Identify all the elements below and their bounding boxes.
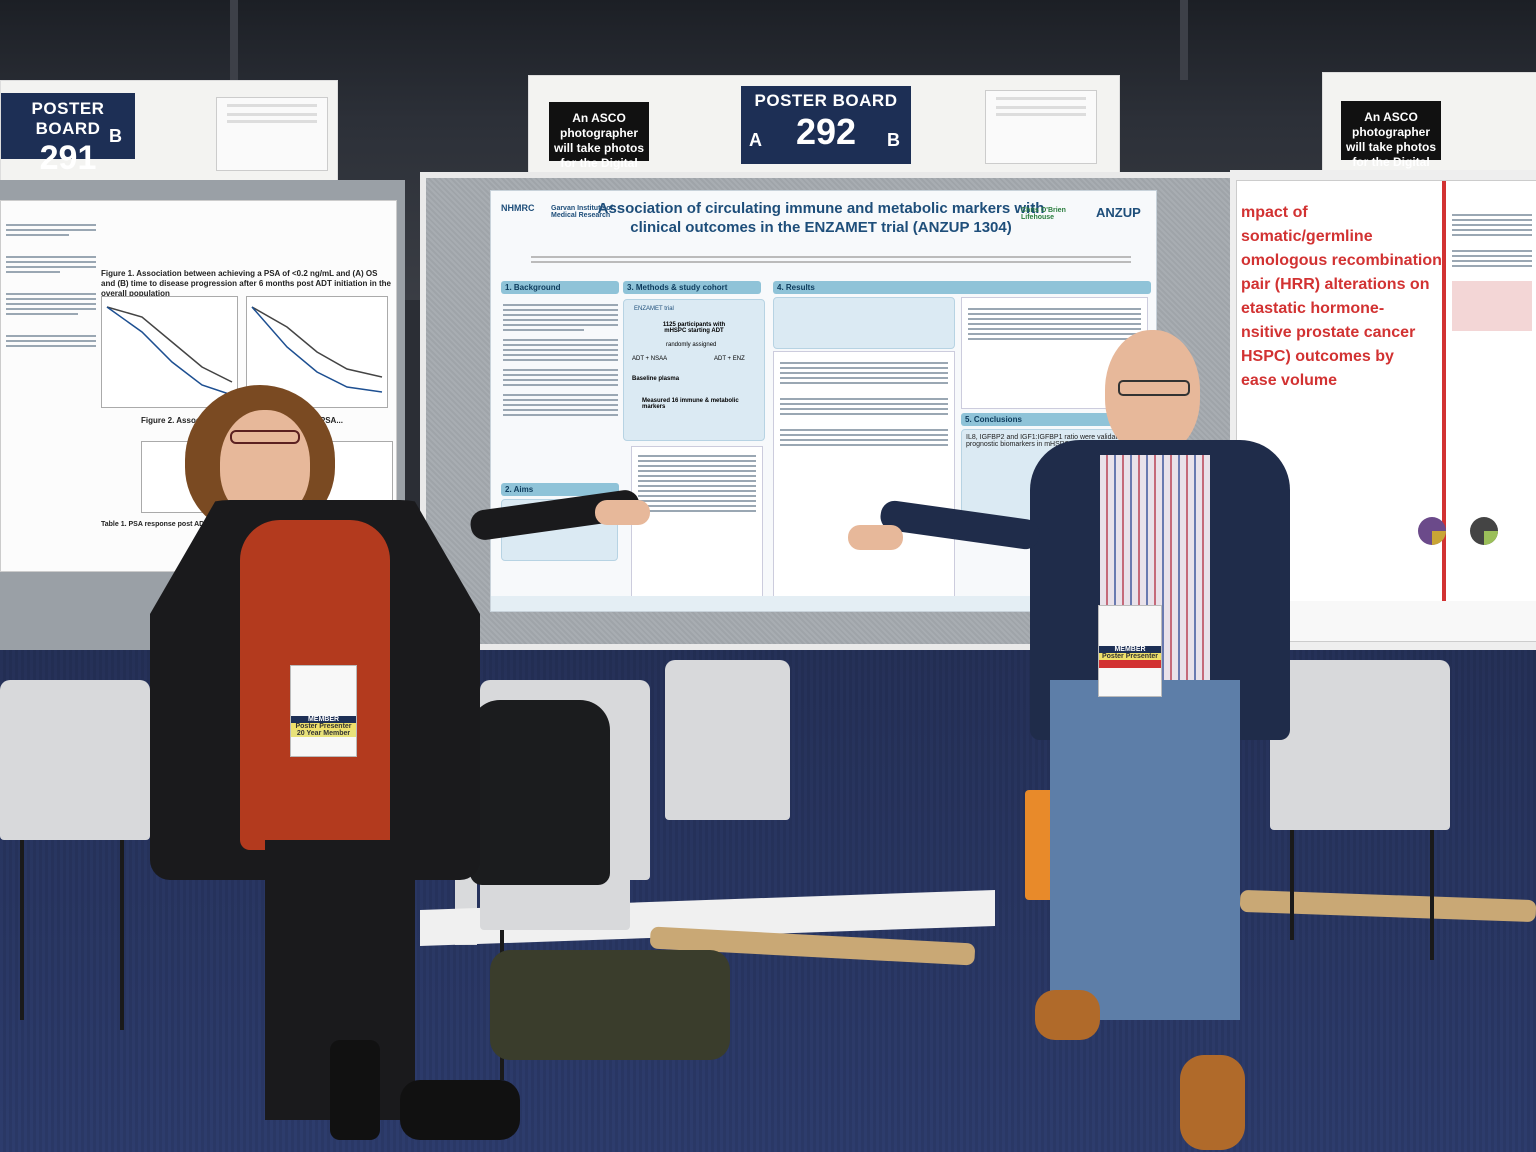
nhmrc-logo: NHMRC xyxy=(501,203,535,213)
olive-duffel-bag xyxy=(490,950,730,1060)
flow-plasma: Baseline plasma xyxy=(632,376,680,382)
open-hand xyxy=(848,525,903,550)
center-poster: NHMRC Garvan Institute of Medical Resear… xyxy=(490,190,1157,612)
lifehouse-logo: Chris O'Brien Lifehouse xyxy=(1021,207,1066,221)
shoe xyxy=(330,1040,380,1140)
left-board-label: POSTER BOARD 291 xyxy=(1,93,135,177)
center-header-sign: An ASCO photographer will take photos fo… xyxy=(528,75,1120,185)
brown-shoe xyxy=(1035,990,1100,1040)
poster-session-instructions xyxy=(985,90,1097,164)
km-curve-b xyxy=(251,306,383,393)
right-poster-red-divider xyxy=(1442,181,1446,641)
chair xyxy=(665,660,790,820)
title-line: pair (HRR) alterations on xyxy=(1241,276,1430,293)
author-line xyxy=(531,253,1131,266)
glasses xyxy=(230,430,300,444)
poster-title: Association of circulating immune and me… xyxy=(597,200,1045,236)
chair xyxy=(0,680,150,840)
black-backpack xyxy=(470,700,610,885)
poster-footer xyxy=(491,596,1156,611)
glasses xyxy=(1118,380,1190,396)
member-ribbon: MEMBER xyxy=(291,716,356,723)
results-summary-box xyxy=(773,297,955,349)
year-member-ribbon: 20 Year Member xyxy=(291,730,356,737)
right-poster-pie-charts xyxy=(1412,511,1522,581)
left-poster-figure1-caption: Figure 1. Association between achieving … xyxy=(101,269,391,298)
board-number: 291 xyxy=(39,139,97,177)
left-poster: Figure 1. Association between achieving … xyxy=(0,200,397,572)
section-results-header: 4. Results xyxy=(773,281,1151,294)
baseline-table xyxy=(631,446,763,598)
board-side-b: B xyxy=(109,126,122,146)
title-line: nsitive prostate cancer xyxy=(1241,324,1416,341)
jeans xyxy=(1050,680,1240,1020)
pie-chart-graphic xyxy=(1418,517,1498,545)
chair-leg xyxy=(120,840,124,1030)
title-line: mpact of somatic/germline xyxy=(1241,204,1373,245)
km-plot-a xyxy=(101,296,238,408)
attendee-badge: MEMBER Poster Presenter 20 Year Member xyxy=(290,665,357,757)
right-poster-title: mpact of somatic/germline omologous reco… xyxy=(1237,201,1442,389)
poster-session-instructions xyxy=(216,97,328,171)
results-tables xyxy=(773,351,955,603)
flow-measured: Measured 16 immune & metabolic markers xyxy=(642,398,739,410)
ceiling-truss xyxy=(230,0,238,90)
left-poster-table-caption: Table 1. PSA response post ADT initiatio… xyxy=(101,521,240,528)
section-background-header: 1. Background xyxy=(501,281,619,294)
methods-flow-diagram: ENZAMET trial 1125 participants with mHS… xyxy=(623,299,765,441)
attendee-badge: MEMBER Poster Presenter xyxy=(1098,605,1162,697)
brown-shoe xyxy=(1180,1055,1245,1150)
right-poster-text-column xyxy=(1452,211,1532,511)
chair-leg xyxy=(1430,830,1434,960)
chair-leg xyxy=(20,840,24,1020)
section-aims-header: 2. Aims xyxy=(501,483,619,496)
poster-presenter-ribbon: Poster Presenter xyxy=(291,723,356,730)
red-ribbon xyxy=(1099,660,1161,668)
right-poster: mpact of somatic/germline omologous reco… xyxy=(1236,180,1536,642)
open-hand xyxy=(595,500,650,525)
title-line: etastatic hormone- xyxy=(1241,300,1385,317)
flow-enzamet: ENZAMET trial xyxy=(634,306,674,312)
section-conclusions-header: 5. Conclusions xyxy=(961,413,1144,426)
board-label-title: POSTER BOARD xyxy=(31,99,105,138)
background-text xyxy=(503,301,618,419)
ceiling-truss xyxy=(1180,0,1188,80)
garvan-logo: Garvan Institute of Medical Research xyxy=(551,205,613,219)
flow-participants: 1125 participants with mHSPC starting AD… xyxy=(662,322,726,334)
anzup-logo: ANZUP xyxy=(1096,205,1141,220)
flow-arm-nsaa: ADT + NSAA xyxy=(632,356,668,362)
title-line: ease volume xyxy=(1241,372,1338,389)
board-side-b: B xyxy=(887,130,900,150)
poster-presenter-ribbon: Poster Presenter xyxy=(1099,653,1161,660)
km-curve-a xyxy=(106,306,233,396)
flow-randomized: randomly assigned xyxy=(666,342,717,348)
photographer-note: An ASCO photographer will take photos fo… xyxy=(549,102,649,185)
title-line: omologous recombination xyxy=(1241,252,1442,269)
title-line: HSPC) outcomes by xyxy=(1241,348,1394,365)
center-board-label: POSTER BOARD 292 A B xyxy=(741,86,911,164)
board-label-title: POSTER BOARD xyxy=(754,91,898,110)
member-ribbon: MEMBER xyxy=(1099,646,1161,653)
left-header-sign: POSTER BOARD 291 B xyxy=(0,80,338,182)
shoe xyxy=(400,1080,520,1140)
left-poster-text-column xyxy=(6,221,96,551)
chair xyxy=(1270,660,1450,830)
chair-leg xyxy=(1290,830,1294,940)
flow-arm-enz: ADT + ENZ xyxy=(714,356,745,362)
board-number: 292 xyxy=(795,111,857,152)
right-poster-table xyxy=(1452,281,1532,331)
section-methods-header: 3. Methods & study cohort xyxy=(623,281,761,294)
board-side-a: A xyxy=(749,130,762,150)
photographer-note: An ASCO photographer will take photos fo… xyxy=(1341,101,1441,184)
km-plot-b xyxy=(246,296,388,408)
right-header-sign: An ASCO photographer will take photos fo… xyxy=(1322,72,1536,184)
